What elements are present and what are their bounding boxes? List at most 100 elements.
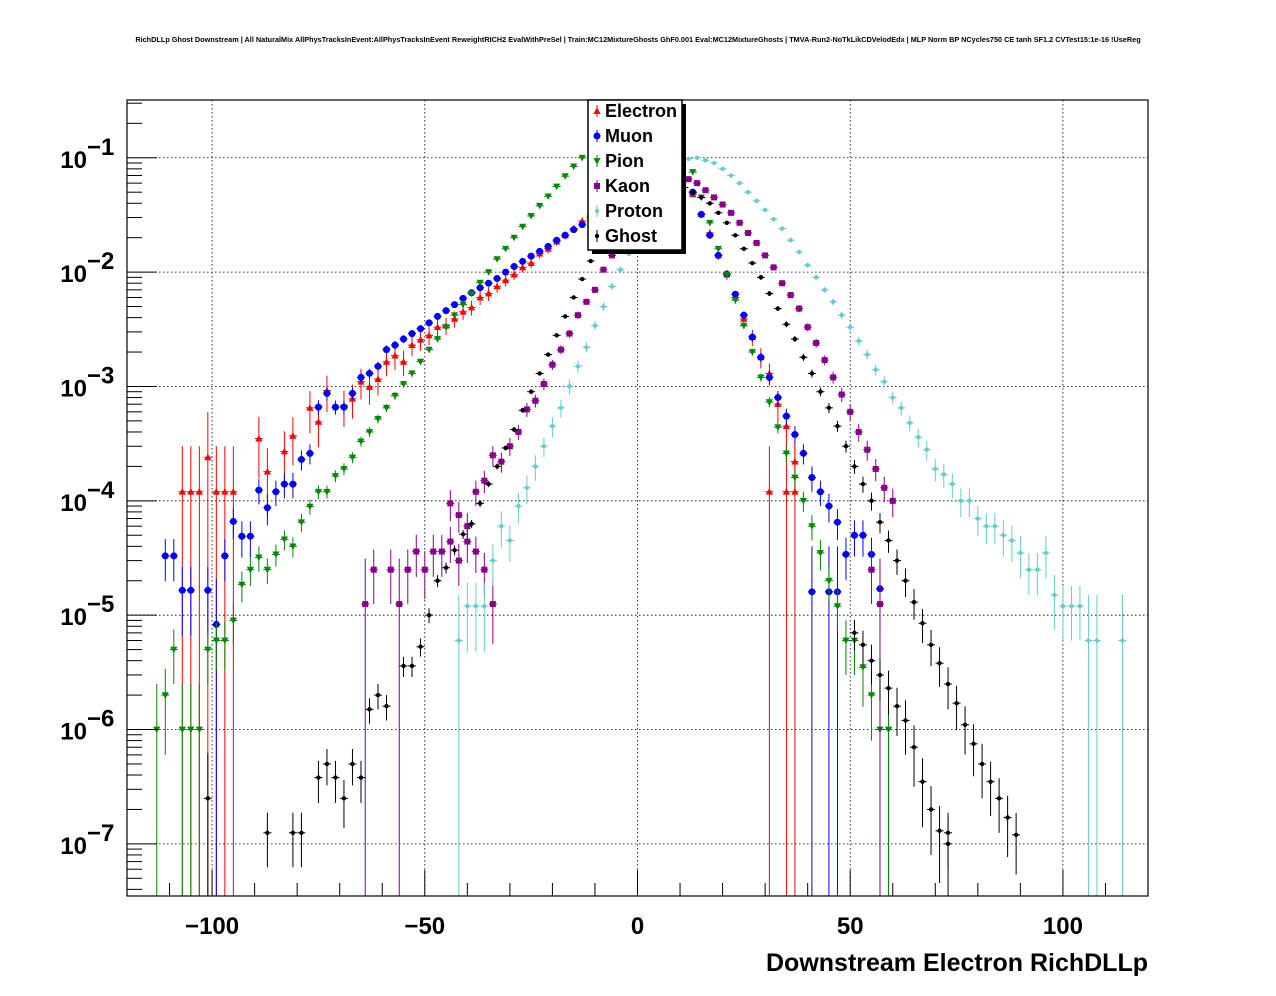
pion-marker-68 xyxy=(833,603,842,610)
kaon-marker-21 xyxy=(498,458,505,465)
muon-point-59 xyxy=(765,371,774,384)
muon-marker-62 xyxy=(791,431,799,439)
pion-point-64 xyxy=(799,491,808,512)
ghost-marker-42 xyxy=(716,210,721,216)
ghost-marker-39 xyxy=(690,189,696,195)
kaon-point-1 xyxy=(369,549,378,605)
proton-point-32 xyxy=(727,173,736,178)
kaon-marker-2 xyxy=(387,566,394,573)
pion-point-69 xyxy=(841,620,850,675)
proton-marker-33 xyxy=(737,180,742,186)
pion-point-12 xyxy=(254,546,263,572)
pion-marker-19 xyxy=(314,488,323,496)
pion-point-14 xyxy=(271,544,280,567)
ghost-marker-67 xyxy=(928,642,934,648)
electron-marker-30 xyxy=(476,293,484,301)
ghost-point-6 xyxy=(331,760,340,803)
proton-point-41 xyxy=(803,262,812,268)
legend-marker-kaon xyxy=(594,183,600,189)
electron-marker-36 xyxy=(527,259,535,266)
muon-marker-57 xyxy=(748,333,756,341)
proton-marker-56 xyxy=(933,466,938,472)
muon-marker-64 xyxy=(808,473,816,481)
ghost-marker-24 xyxy=(494,464,500,469)
proton-marker-65 xyxy=(1009,538,1015,543)
muon-point-45 xyxy=(552,236,561,244)
muon-marker-68 xyxy=(842,550,850,558)
proton-marker-19 xyxy=(618,267,623,272)
muon-point-11 xyxy=(263,494,272,526)
kaon-point-7 xyxy=(429,534,438,577)
axis-ticks xyxy=(127,102,1106,896)
electron-marker-6 xyxy=(229,488,237,495)
muon-marker-8 xyxy=(238,532,246,540)
ghost-point-56 xyxy=(833,420,842,432)
pion-point-56 xyxy=(731,297,740,304)
pion-marker-59 xyxy=(757,374,765,382)
ghost-marker-59 xyxy=(860,481,866,487)
ghost-marker-60 xyxy=(869,498,874,504)
kaon-point-68 xyxy=(875,558,884,896)
legend-box xyxy=(587,99,683,251)
proton-point-61 xyxy=(973,505,982,537)
ghost-marker-83 xyxy=(894,703,900,709)
proton-marker-58 xyxy=(950,481,955,487)
ghost-point-24 xyxy=(493,463,502,470)
ghost-marker-77 xyxy=(1013,832,1019,838)
proton-point-11 xyxy=(548,417,557,438)
muon-point-40 xyxy=(510,262,519,270)
proton-point-75 xyxy=(1092,595,1101,896)
ghost-point-67 xyxy=(927,629,936,667)
pion-marker-36 xyxy=(459,301,467,309)
proton-marker-61 xyxy=(975,516,981,521)
pion-point-57 xyxy=(739,322,748,330)
proton-marker-67 xyxy=(1026,567,1032,572)
electron-point-59 xyxy=(790,446,799,896)
kaon-point-25 xyxy=(531,394,540,408)
muon-point-36 xyxy=(476,284,485,292)
ghost-marker-29 xyxy=(537,371,542,376)
kaon-point-47 xyxy=(727,209,736,216)
proton-marker-6 xyxy=(507,538,513,543)
y-tick-label-4: 10 xyxy=(60,375,87,402)
muon-marker-44 xyxy=(544,242,552,250)
pion-point-15 xyxy=(280,530,289,551)
ghost-marker-25 xyxy=(503,445,508,451)
kaon-marker-23 xyxy=(515,428,522,435)
ghost-point-54 xyxy=(816,387,825,397)
kaon-marker-14 xyxy=(489,601,496,608)
proton-marker-42 xyxy=(813,275,819,280)
pion-marker-4 xyxy=(187,726,195,734)
kaon-point-55 xyxy=(795,305,804,313)
proton-marker-51 xyxy=(890,395,895,400)
kaon-point-9 xyxy=(446,526,455,563)
kaon-point-8 xyxy=(437,534,446,577)
electron-marker-17 xyxy=(365,383,374,390)
y-tick-exponent-4: −3 xyxy=(87,362,114,389)
muon-point-53 xyxy=(714,251,723,259)
pion-point-35 xyxy=(450,312,459,319)
y-tick-label-0: 10 xyxy=(60,833,87,860)
pion-marker-57 xyxy=(740,322,748,330)
muon-marker-61 xyxy=(782,412,790,420)
pion-marker-41 xyxy=(502,245,510,253)
pion-marker-38 xyxy=(476,279,484,287)
ghost-point-8 xyxy=(348,749,357,786)
electron-point-34 xyxy=(510,269,519,280)
pion-marker-6 xyxy=(204,646,212,654)
ghost-marker-73 xyxy=(979,761,985,767)
kaon-marker-53 xyxy=(779,280,786,287)
pion-point-28 xyxy=(391,391,400,400)
pion-marker-63 xyxy=(791,474,799,482)
ghost-marker-17 xyxy=(435,578,440,583)
pion-marker-2 xyxy=(170,646,178,654)
proton-marker-5 xyxy=(499,523,504,529)
electron-point-11 xyxy=(305,391,314,434)
proton-marker-31 xyxy=(720,166,725,172)
muon-point-69 xyxy=(850,520,859,557)
kaon-point-48 xyxy=(735,219,744,226)
proton-point-42 xyxy=(812,274,821,281)
muon-point-2 xyxy=(178,566,187,636)
muon-marker-31 xyxy=(434,312,442,320)
